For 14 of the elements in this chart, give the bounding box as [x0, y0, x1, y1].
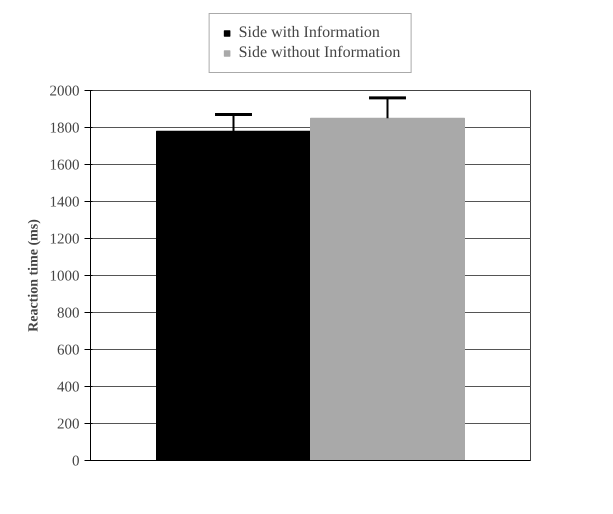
y-tick-label: 1000 [50, 268, 80, 284]
y-tick-label: 1400 [50, 194, 80, 210]
y-tick-label: 1800 [50, 120, 80, 136]
y-tick-label: 600 [57, 342, 80, 358]
y-tick-label: 400 [57, 380, 80, 396]
y-tick-label: 2000 [50, 84, 80, 100]
y-tick-label: 800 [57, 306, 80, 322]
legend-label: Side without Information [238, 44, 400, 62]
y-tick-label: 1200 [50, 232, 80, 248]
y-tick-label: 200 [57, 416, 80, 432]
legend-label: Side with Information [238, 24, 380, 42]
y-axis-title: Reaction time (ms) [26, 218, 42, 332]
y-tick-label: 0 [72, 454, 80, 470]
y-tick-label: 1600 [50, 158, 80, 174]
